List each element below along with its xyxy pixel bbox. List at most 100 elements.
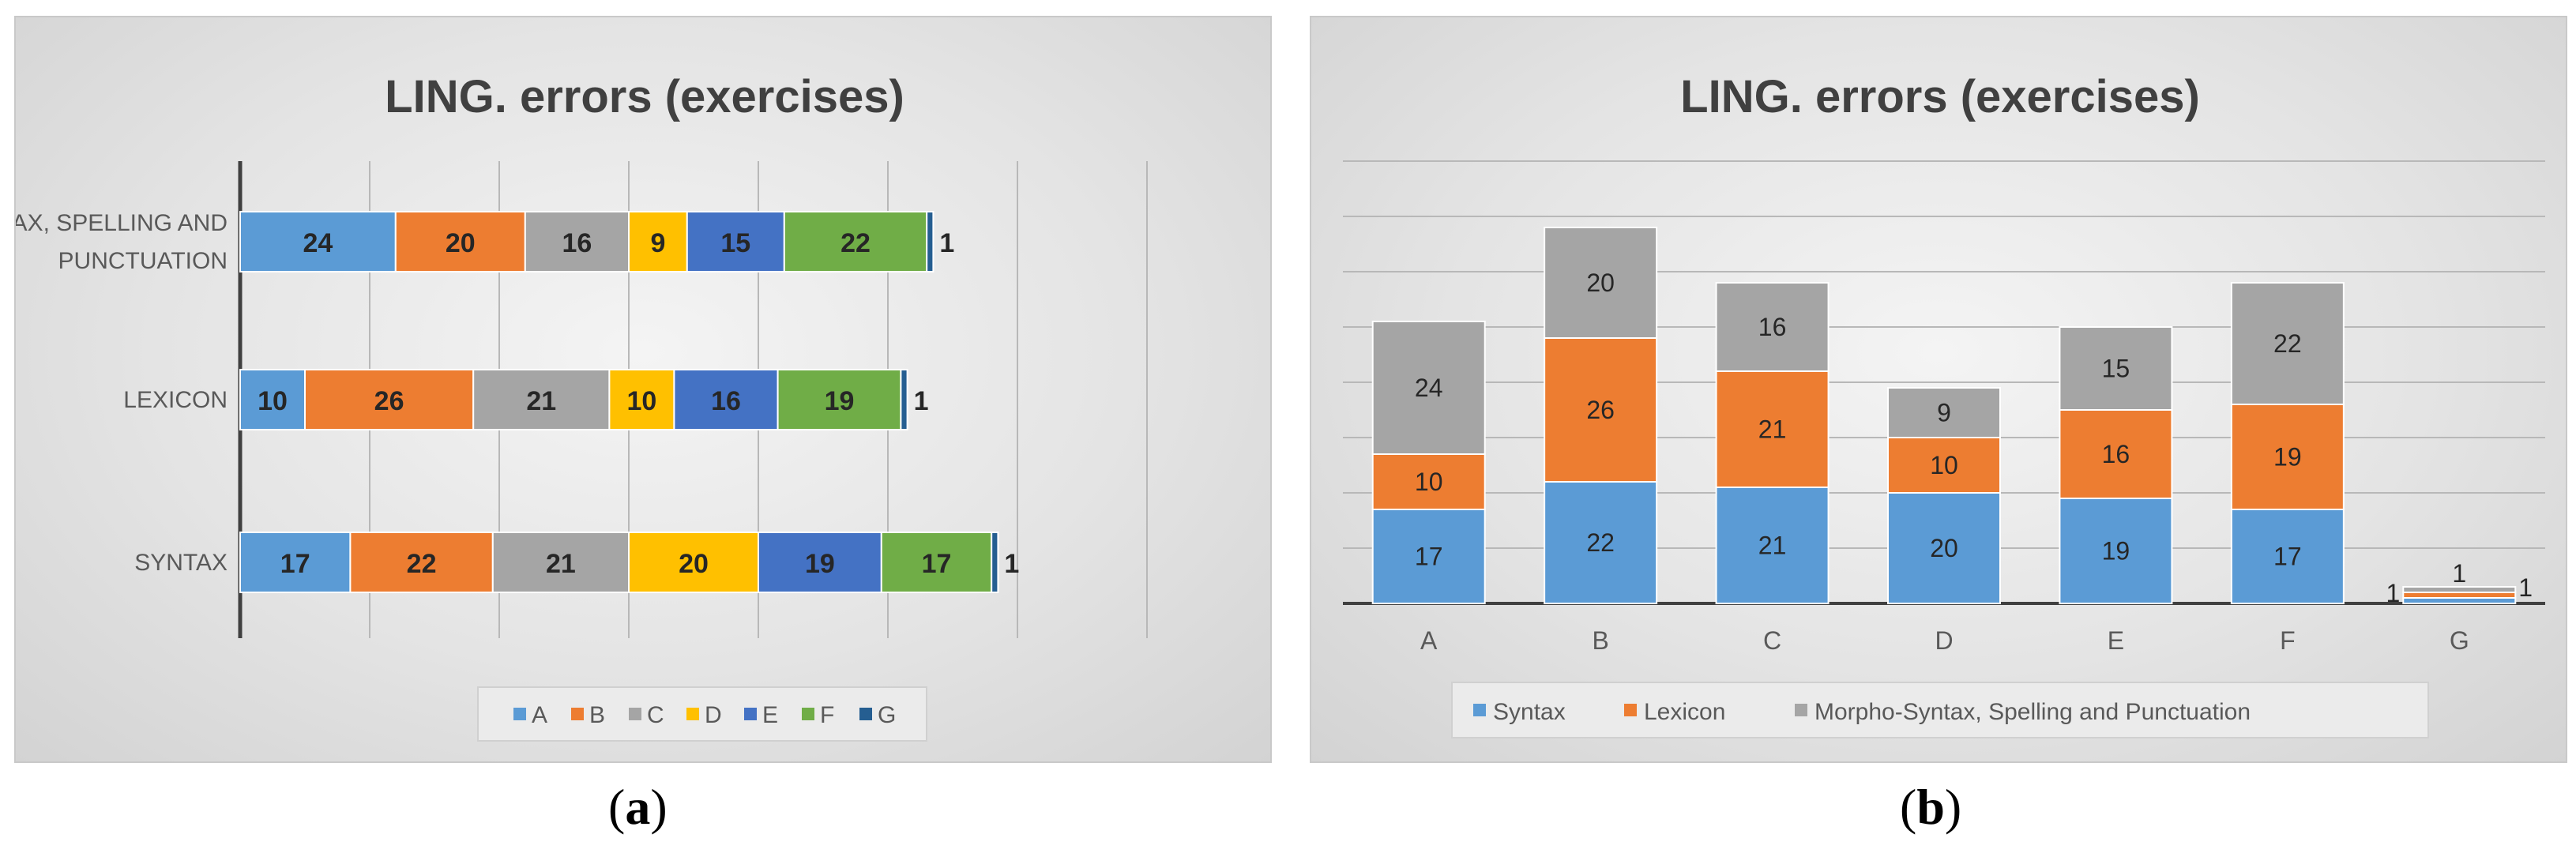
- chart-a-data-label: 10: [626, 386, 656, 416]
- chart-a-data-label: 9: [650, 228, 665, 258]
- chart-b-legend-label-morpho-syntax-spelling-and-punctuation: Morpho-Syntax, Spelling and Punctuation: [1814, 699, 2251, 725]
- chart-a-category-label: SYNTAX: [134, 550, 228, 576]
- chart-a-bar-b-morpho-syntax-spelling-and-punctuation: [394, 211, 526, 272]
- chart-b-svg: LING. errors (exercises) A 17 10 24 B 22 26 20 C 2…: [1343, 71, 2545, 738]
- chart-a-bar-g-syntax: [991, 532, 999, 593]
- chart-a-bar-b-lexicon: [304, 369, 475, 430]
- chart-a-data-label: 17: [922, 549, 952, 579]
- chart-b-data-label: 10: [1415, 468, 1443, 496]
- chart-a-legend-swatch-g: [859, 708, 872, 720]
- chart-b-bar-morpho-syntax-spelling-and-punctuation-e: [2059, 326, 2173, 411]
- chart-b-bar-lexicon-c: [1715, 370, 1830, 488]
- chart-b-data-label: 15: [2102, 355, 2130, 383]
- chart-b-data-label: 19: [2102, 537, 2130, 566]
- chart-a-bar-f-morpho-syntax-spelling-and-punctuation: [783, 211, 928, 272]
- chart-b-data-label: 16: [2102, 440, 2130, 468]
- chart-b-legend-swatch-syntax: [1473, 704, 1486, 716]
- chart-a-legend-label-f: F: [820, 702, 834, 728]
- chart-b-bar-lexicon-e: [2059, 409, 2173, 499]
- chart-b-bar-syntax-e: [2059, 498, 2173, 604]
- chart-b-data-label: 22: [2273, 329, 2302, 358]
- chart-b-category-label: E: [2108, 626, 2124, 655]
- chart-b-data-label: 21: [1758, 532, 1787, 560]
- chart-a-bar-g-morpho-syntax-spelling-and-punctuation: [926, 211, 935, 272]
- chart-b-category-label: G: [2450, 626, 2469, 655]
- chart-a-legend-swatch-f: [802, 708, 814, 720]
- chart-panel-b: LING. errors (exercises) A 17 10 24 B 22 26 20 C 2…: [1310, 16, 2567, 763]
- chart-a-data-label: 21: [546, 549, 576, 579]
- chart-a-data-label: 17: [280, 549, 310, 579]
- panel-label-a: (a): [608, 779, 668, 835]
- chart-a-legend-label-b: B: [589, 702, 605, 728]
- chart-b-bar-syntax-g: [2402, 597, 2517, 604]
- chart-b-data-label: 17: [1415, 543, 1443, 571]
- chart-a-data-label: 1: [1004, 549, 1019, 579]
- chart-a-data-label: 19: [805, 549, 835, 579]
- chart-b-bar-morpho-syntax-spelling-and-punctuation-b: [1544, 227, 1658, 339]
- chart-a-data-label: 10: [258, 386, 288, 416]
- chart-a-data-label: 21: [526, 386, 556, 416]
- chart-b-bar-morpho-syntax-spelling-and-punctuation-a: [1371, 321, 1486, 455]
- chart-a-data-label: 16: [562, 228, 592, 258]
- chart-b-data-label: 1: [2518, 573, 2533, 602]
- chart-a-bar-a-morpho-syntax-spelling-and-punctuation: [239, 211, 397, 272]
- chart-a-bar-a-lexicon: [239, 369, 306, 430]
- chart-b-data-label: 26: [1586, 396, 1615, 424]
- chart-a-legend-label-c: C: [647, 702, 664, 728]
- chart-panel-a: LING. errors (exercises) MORPHO-SYNTAX, S…: [14, 16, 1272, 763]
- chart-a-data-label: 22: [840, 228, 871, 258]
- chart-a-legend-label-d: D: [705, 702, 722, 728]
- chart-a-legend-label-g: G: [878, 702, 896, 728]
- chart-a-data-label: 20: [446, 228, 476, 258]
- chart-a-category-label: LEXICON: [123, 387, 228, 413]
- chart-a-legend-swatch-a: [513, 708, 526, 720]
- chart-a-bar-f-syntax: [880, 532, 993, 593]
- chart-b-bar-lexicon-g: [2402, 592, 2517, 599]
- chart-a-bar-b-syntax: [349, 532, 494, 593]
- chart-a-title: LING. errors (exercises): [385, 71, 904, 122]
- chart-b-bar-lexicon-f: [2230, 404, 2345, 510]
- chart-a-data-label: 1: [914, 386, 929, 416]
- chart-b-data-label: 19: [2273, 443, 2302, 472]
- chart-b-data-label: 1: [2452, 559, 2466, 588]
- chart-b-bar-morpho-syntax-spelling-and-punctuation-d: [1887, 387, 2001, 438]
- chart-b-category-label: F: [2280, 626, 2296, 655]
- chart-a-legend-label-e: E: [762, 702, 778, 728]
- chart-b-legend-swatch-lexicon: [1624, 704, 1637, 716]
- chart-b-category-label: A: [1420, 626, 1438, 655]
- chart-a-legend-swatch-c: [629, 708, 641, 720]
- chart-a-bar-e-lexicon: [673, 369, 779, 430]
- chart-b-bar-lexicon-d: [1887, 437, 2001, 494]
- chart-b-data-label: 22: [1586, 528, 1615, 557]
- chart-a-bar-c-lexicon: [472, 369, 611, 430]
- chart-b-data-label: 20: [1930, 534, 1958, 562]
- chart-b-category-label: B: [1592, 626, 1608, 655]
- chart-a-data-label: 20: [679, 549, 709, 579]
- chart-a-category-label: PUNCTUATION: [58, 248, 228, 274]
- chart-b-bar-morpho-syntax-spelling-and-punctuation-g: [2402, 586, 2517, 593]
- chart-a-bar-f-lexicon: [777, 369, 902, 430]
- chart-b-bar-lexicon-b: [1544, 337, 1658, 483]
- chart-b-bar-syntax-f: [2230, 509, 2345, 604]
- chart-a-svg: LING. errors (exercises) MORPHO-SYNTAX, S…: [16, 71, 1148, 742]
- chart-b-data-label: 9: [1937, 399, 1951, 427]
- chart-b-data-label: 10: [1930, 451, 1958, 479]
- chart-b-legend: [1451, 682, 2429, 738]
- chart-b-data-label: 16: [1758, 313, 1787, 341]
- chart-b-data-label: 20: [1586, 269, 1615, 297]
- chart-b-legend-label-syntax: Syntax: [1493, 699, 1566, 725]
- chart-a-bar-c-syntax: [491, 532, 630, 593]
- chart-a-bar-e-syntax: [758, 532, 882, 593]
- chart-a-data-label: 26: [374, 386, 404, 416]
- chart-a-data-label: 15: [720, 228, 750, 258]
- chart-a-legend-swatch-b: [571, 708, 584, 720]
- chart-a-category-label: MORPHO-SYNTAX, SPELLING AND: [16, 210, 228, 236]
- chart-b-bar-morpho-syntax-spelling-and-punctuation-f: [2230, 282, 2345, 405]
- chart-a-legend-label-a: A: [532, 702, 547, 728]
- chart-a-data-label: 19: [825, 386, 855, 416]
- chart-a-legend-swatch-d: [686, 708, 699, 720]
- chart-a-legend-swatch-e: [744, 708, 757, 720]
- chart-b-bar-lexicon-a: [1371, 453, 1486, 510]
- chart-b-data-label: 17: [2273, 543, 2302, 571]
- chart-b-data-label: 1: [2386, 579, 2400, 607]
